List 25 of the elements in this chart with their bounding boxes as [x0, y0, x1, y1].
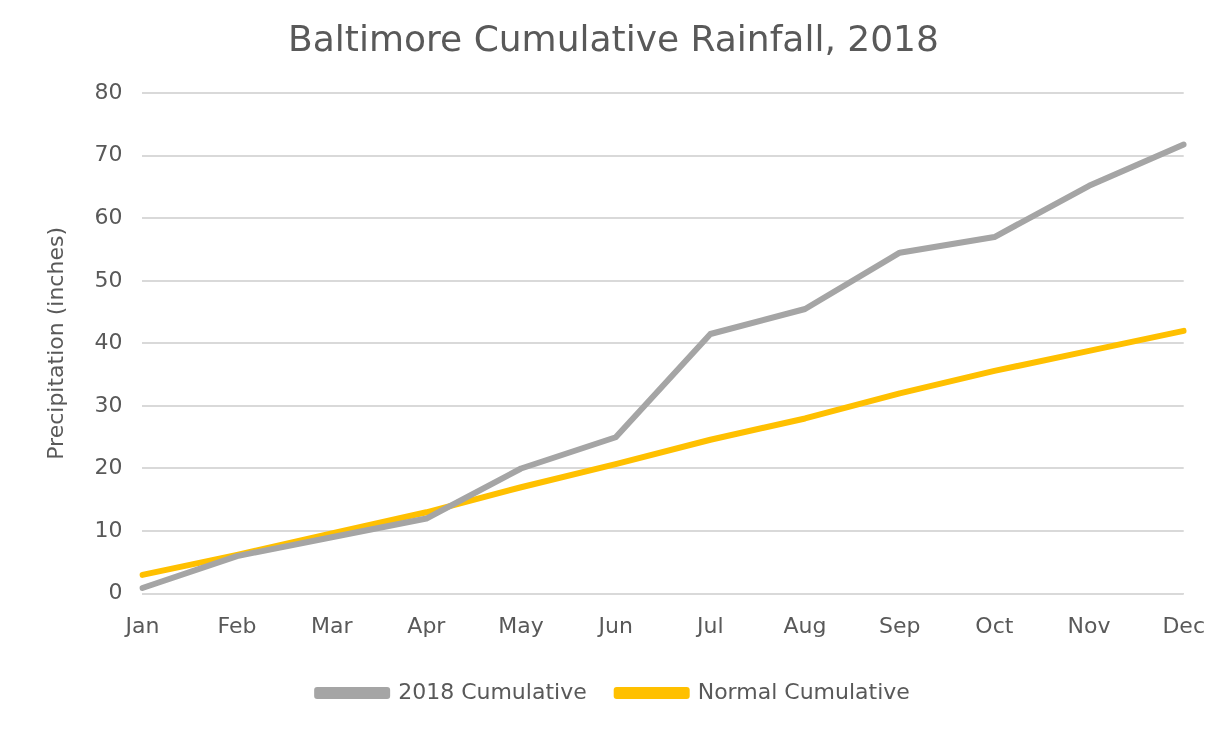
x-tick-label: Mar: [310, 612, 354, 638]
y-tick-label: 70: [94, 141, 123, 167]
legend-label: 2018 Cumulative: [398, 678, 587, 704]
x-tick-label: Jul: [695, 612, 724, 638]
legend-label: Normal Cumulative: [697, 678, 910, 704]
x-tick-label: Nov: [1067, 612, 1111, 638]
chart-title: Baltimore Cumulative Rainfall, 2018: [288, 17, 939, 59]
x-tick-label: Apr: [407, 612, 447, 638]
y-tick-label: 10: [94, 516, 123, 542]
y-tick-label: 60: [94, 204, 123, 230]
y-tick-label: 30: [94, 391, 123, 417]
y-tick-label: 20: [94, 454, 123, 480]
y-tick-label: 50: [94, 266, 123, 292]
x-tick-label: Sep: [878, 612, 921, 638]
x-tick-label: Feb: [217, 612, 257, 638]
y-tick-label: 80: [94, 78, 123, 104]
y-tick-label: 40: [94, 329, 123, 355]
x-tick-label: Oct: [975, 612, 1014, 638]
y-tick-label: 0: [108, 579, 123, 605]
y-axis-title: Precipitation (inches): [42, 227, 68, 460]
x-tick-label: May: [498, 612, 544, 638]
x-tick-label: Aug: [783, 612, 827, 638]
x-tick-label: Dec: [1162, 612, 1205, 638]
x-tick-label: Jun: [596, 612, 633, 638]
x-tick-label: Jan: [123, 612, 160, 638]
